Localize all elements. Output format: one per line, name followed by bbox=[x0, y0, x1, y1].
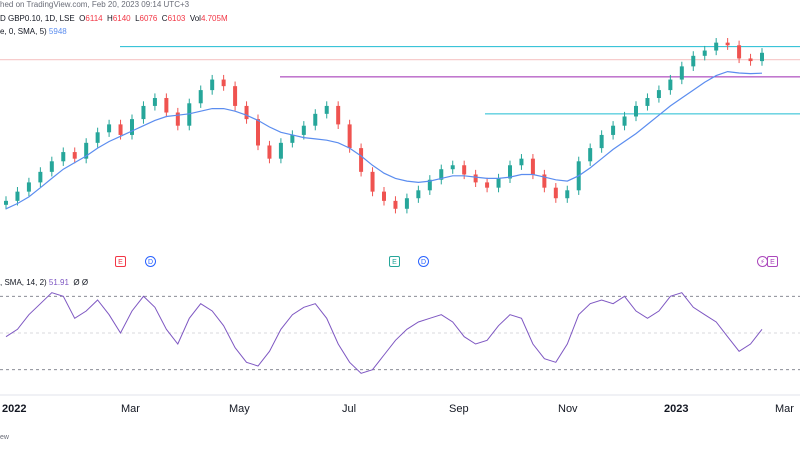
earnings-icon[interactable]: E bbox=[389, 256, 400, 267]
candle-body bbox=[61, 152, 66, 162]
rsi-value: 51.91 bbox=[48, 278, 69, 287]
candle-body bbox=[634, 105, 638, 117]
candle-body bbox=[485, 182, 490, 188]
candle-body bbox=[508, 165, 512, 179]
candle-body bbox=[450, 165, 455, 170]
candle-body bbox=[553, 187, 558, 199]
symbol-label: D GBP0.10, 1D, LSE bbox=[0, 14, 75, 23]
ma-legend: e, 0, SMA, 5) 5948 bbox=[0, 27, 67, 36]
candle-body bbox=[588, 148, 593, 162]
candle-body bbox=[290, 134, 295, 143]
candle-body bbox=[301, 125, 306, 135]
x-tick-label: Mar bbox=[121, 403, 140, 415]
x-tick-label: Sep bbox=[449, 403, 469, 415]
candle-body bbox=[656, 90, 661, 99]
candle-body bbox=[519, 158, 524, 166]
candle-body bbox=[84, 142, 89, 159]
x-tick-label: 2022 bbox=[2, 403, 27, 415]
candle-body bbox=[187, 103, 192, 126]
candle-body bbox=[530, 158, 535, 175]
candle-body bbox=[691, 55, 696, 67]
low-value: 6076 bbox=[139, 14, 158, 23]
candle-body bbox=[26, 182, 31, 192]
candle-body bbox=[267, 145, 272, 159]
candle-body bbox=[107, 124, 112, 133]
candle-body bbox=[175, 112, 180, 126]
candle-body bbox=[72, 152, 77, 159]
x-tick-label: Nov bbox=[558, 403, 578, 415]
candle-body bbox=[221, 79, 226, 87]
candle-body bbox=[198, 90, 203, 104]
candle-body bbox=[130, 119, 134, 135]
candle-body bbox=[760, 52, 764, 62]
candle-body bbox=[336, 105, 341, 125]
moving-average-line bbox=[5, 70, 763, 210]
symbol-ohlc-legend: D GBP0.10, 1D, LSE O6114 H6140 L6076 C61… bbox=[0, 14, 228, 23]
candle-body bbox=[565, 190, 570, 199]
dividend-icon[interactable]: D bbox=[418, 256, 429, 267]
candle-body bbox=[278, 142, 283, 159]
candle-body bbox=[393, 200, 398, 209]
candle-body bbox=[439, 169, 444, 180]
candle-body bbox=[702, 50, 707, 56]
open-value: 6114 bbox=[85, 14, 103, 23]
earnings-icon[interactable]: E bbox=[115, 256, 126, 267]
candle-body bbox=[15, 191, 20, 201]
candle-body bbox=[141, 105, 146, 120]
published-note: hed on TradingView.com, Feb 20, 2023 09:… bbox=[0, 0, 190, 9]
x-tick-label: Mar bbox=[775, 403, 794, 415]
high-value: 6140 bbox=[112, 14, 131, 23]
candle-body bbox=[427, 179, 432, 191]
candle-body bbox=[359, 148, 364, 172]
candle-body bbox=[462, 165, 467, 175]
volume-value: 4.705M bbox=[200, 14, 228, 23]
candle-body bbox=[233, 86, 238, 106]
ma-value: 5948 bbox=[48, 27, 67, 36]
candle-body bbox=[645, 98, 650, 106]
x-tick-label: May bbox=[229, 403, 250, 415]
candle-body bbox=[118, 124, 123, 135]
candle-body bbox=[382, 191, 386, 201]
candle-body bbox=[748, 58, 753, 62]
close-value: 6103 bbox=[167, 14, 186, 23]
x-tick-label: Jul bbox=[342, 403, 357, 415]
candle-body bbox=[370, 171, 375, 192]
candle-body bbox=[611, 125, 616, 135]
candle-body bbox=[473, 174, 478, 183]
candle-body bbox=[622, 116, 627, 126]
candle-body bbox=[256, 119, 260, 146]
candle-body bbox=[714, 42, 719, 51]
candle-body bbox=[416, 190, 421, 199]
candle-body bbox=[679, 66, 684, 80]
candle-body bbox=[4, 200, 8, 205]
earnings-icon[interactable]: E bbox=[767, 256, 778, 267]
x-tick-label: 2023 bbox=[664, 403, 689, 415]
rsi-legend: , SMA, 14, 2) 51.91 Ø Ø bbox=[0, 278, 89, 287]
candle-body bbox=[725, 42, 730, 46]
candle-body bbox=[496, 178, 501, 188]
candle-body bbox=[49, 161, 54, 172]
candle-body bbox=[347, 124, 352, 149]
candle-body bbox=[404, 198, 409, 209]
footer-note: ew bbox=[0, 434, 9, 441]
candle-body bbox=[599, 134, 604, 149]
dividend-icon[interactable]: D bbox=[145, 256, 156, 267]
candle-body bbox=[38, 171, 43, 183]
candle-body bbox=[164, 98, 169, 113]
candle-body bbox=[737, 45, 742, 59]
candle-body bbox=[244, 105, 249, 120]
candle-body bbox=[668, 79, 673, 91]
candle-body bbox=[152, 98, 157, 106]
candle-body bbox=[324, 105, 329, 114]
rsi-line bbox=[5, 292, 763, 374]
candle-body bbox=[210, 79, 215, 91]
candle-body bbox=[95, 132, 100, 143]
candle-body bbox=[542, 174, 547, 188]
candle-body bbox=[313, 113, 318, 126]
